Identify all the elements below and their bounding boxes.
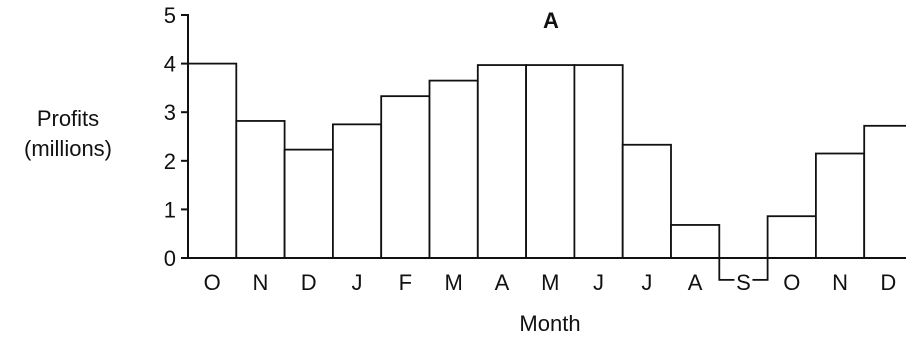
chart-title: A <box>543 8 559 33</box>
y-axis-label: Profits (millions) <box>0 104 136 164</box>
bar <box>331 123 383 259</box>
y-axis-ticks: 0 1 2 3 4 5 <box>164 3 188 271</box>
x-axis-label: Month <box>519 311 581 336</box>
x-tick-label: M <box>541 270 559 295</box>
bar <box>187 62 238 259</box>
x-tick-label-backing <box>734 270 753 290</box>
x-tick-label: J <box>593 270 604 295</box>
bars-group <box>187 62 906 281</box>
bar <box>621 143 672 259</box>
y-tick-label: 1 <box>164 197 176 222</box>
y-axis-label-line-2: (millions) <box>24 136 112 161</box>
bar <box>815 152 866 259</box>
bar <box>428 79 479 259</box>
bar <box>670 224 721 259</box>
y-tick-label: 3 <box>164 100 176 125</box>
bar <box>235 120 286 259</box>
x-tick-label: D <box>301 270 317 295</box>
x-tick-label: A <box>495 270 510 295</box>
x-tick-label: J <box>352 270 363 295</box>
x-tick-label: N <box>832 270 848 295</box>
bar <box>476 64 527 259</box>
bar <box>573 64 624 259</box>
x-tick-label: O <box>783 270 800 295</box>
x-tick-label: A <box>688 270 703 295</box>
y-tick-label: 2 <box>164 149 176 174</box>
bar <box>525 64 576 259</box>
bar <box>863 124 906 259</box>
x-tick-label: F <box>399 270 412 295</box>
x-tick-label: S <box>736 270 751 295</box>
x-tick-label: M <box>444 270 462 295</box>
x-tick-label: N <box>253 270 269 295</box>
bar <box>766 215 817 259</box>
y-axis-label-line-1: Profits <box>36 106 100 131</box>
y-tick-label: 5 <box>164 3 176 28</box>
x-tick-label: J <box>641 270 652 295</box>
x-tick-label: O <box>204 270 221 295</box>
x-tick-label: D <box>880 270 896 295</box>
y-tick-label: 4 <box>164 52 176 77</box>
bar <box>380 95 431 259</box>
bar <box>283 148 334 259</box>
y-tick-label: 0 <box>164 246 176 271</box>
